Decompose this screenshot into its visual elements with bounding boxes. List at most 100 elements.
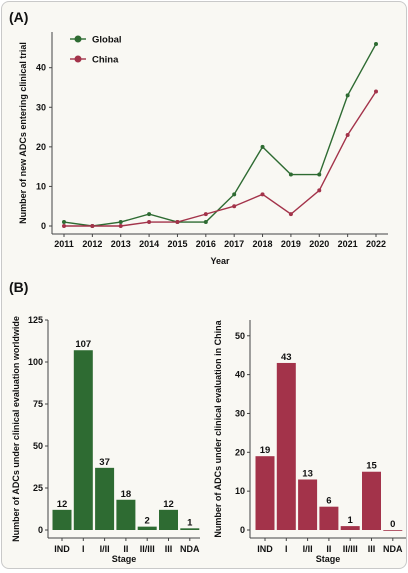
- data-point-china: [232, 204, 237, 209]
- x-tick-label: 2022: [366, 239, 386, 249]
- series-line-china: [64, 91, 377, 227]
- bar-value-label: 15: [366, 461, 377, 472]
- x-tick-label: 2019: [281, 239, 301, 249]
- bar-chart-china: 0 10 20 30 40 50 19 IND 43 I 13 I/II 6 II 1 II/III 15 III…: [213, 319, 406, 564]
- bar-value-label: 107: [75, 339, 91, 350]
- legend-marker-global: [74, 35, 82, 43]
- y-axis-title: Number of ADCs under clinical evaluation…: [213, 319, 223, 537]
- x-tick-label: 2018: [253, 239, 273, 249]
- bar-nda: [383, 530, 403, 531]
- x-tick-label: 2020: [309, 239, 329, 249]
- bar-value-label: 2: [145, 516, 150, 527]
- bar-value-label: 12: [57, 499, 68, 510]
- x-tick-label: NDA: [383, 544, 403, 554]
- legend-label-china: China: [92, 55, 119, 66]
- data-point-china: [147, 220, 152, 225]
- data-point-global: [232, 192, 237, 197]
- bar-i: [73, 350, 93, 530]
- x-axis-title: Stage: [112, 554, 137, 564]
- data-point-global: [374, 41, 378, 46]
- bar-value-label: 19: [260, 445, 271, 456]
- bar-value-label: 6: [326, 496, 331, 507]
- legend-marker-china: [74, 55, 82, 63]
- bar-ii-iii: [137, 526, 157, 530]
- bar-value-label: 1: [348, 515, 354, 526]
- y-tick-label: 30: [235, 408, 245, 418]
- y-tick-label: 25: [33, 483, 43, 493]
- x-tick-label: NDA: [180, 544, 200, 554]
- data-point-china: [345, 132, 350, 137]
- panel-a-label: (A): [9, 9, 28, 25]
- x-tick-label: I: [82, 544, 85, 554]
- data-point-china: [317, 188, 322, 193]
- line-chart-new-adcs: 0 10 20 30 40 2011 2012 2013 2014 2015 2016 2017 201…: [18, 32, 388, 266]
- x-tick-label: 2016: [196, 239, 216, 249]
- y-tick-label: 0: [38, 525, 43, 535]
- bar-chart-worldwide: 0 25 50 75 100 125 12 IND 107 I 37 I/II 18 II 2 II/III 1…: [11, 315, 200, 564]
- bar-i-ii: [298, 479, 318, 530]
- bar-i-ii: [95, 467, 115, 530]
- bar-nda: [180, 528, 200, 530]
- y-tick-label: 100: [28, 357, 43, 367]
- bar-iii: [362, 471, 381, 530]
- bar-ii: [116, 499, 136, 530]
- legend-label-global: Global: [92, 35, 122, 46]
- bar-value-label: 43: [281, 352, 292, 363]
- bar-i: [276, 362, 296, 530]
- bar-value-label: 12: [163, 499, 174, 510]
- bar-value-label: 18: [121, 489, 132, 500]
- x-tick-label: III: [368, 544, 376, 554]
- y-tick-label: 10: [235, 486, 245, 496]
- data-point-china: [288, 212, 293, 217]
- x-tick-label: II/III: [343, 544, 358, 554]
- data-point-china: [175, 220, 180, 225]
- y-axis-title: Number of ADCs under clinical evaluation…: [11, 316, 21, 542]
- data-point-global: [203, 220, 208, 225]
- x-tick-label: 2013: [111, 239, 131, 249]
- x-tick-label: 2014: [139, 239, 159, 249]
- data-point-global: [317, 172, 322, 177]
- data-point-china: [203, 212, 208, 217]
- x-tick-label: 2011: [54, 239, 74, 249]
- y-tick-label: 75: [33, 399, 43, 409]
- data-point-global: [62, 220, 66, 225]
- y-tick-label: 50: [235, 331, 245, 341]
- bar-value-label: 13: [302, 469, 313, 480]
- x-axis-title: Year: [210, 256, 230, 266]
- y-tick-label: 30: [36, 102, 46, 112]
- x-tick-label: I/II: [100, 544, 110, 554]
- data-point-china: [90, 224, 95, 228]
- x-tick-label: II/III: [140, 544, 155, 554]
- bar-ind: [52, 509, 72, 530]
- bar-value-label: 0: [390, 519, 395, 530]
- data-point-global: [345, 93, 350, 98]
- x-tick-label: II: [123, 544, 128, 554]
- panel-b-label: (B): [9, 279, 28, 295]
- bar-iii: [159, 509, 178, 530]
- bar-value-label: 1: [187, 517, 193, 528]
- x-tick-label: III: [165, 544, 173, 554]
- bar-ii: [319, 506, 339, 530]
- y-tick-label: 10: [36, 181, 46, 191]
- x-tick-label: 2012: [82, 239, 102, 249]
- y-tick-label: 40: [36, 63, 46, 73]
- data-point-global: [147, 212, 152, 217]
- data-point-china: [260, 192, 265, 197]
- x-tick-label: 2017: [224, 239, 244, 249]
- x-tick-label: I/II: [303, 544, 313, 554]
- x-tick-label: 2015: [167, 239, 187, 249]
- data-point-china: [118, 224, 123, 228]
- y-axis-title: Number of new ADCs entering clinical tri…: [18, 42, 28, 224]
- x-tick-label: IND: [257, 544, 273, 554]
- x-tick-label: IND: [54, 544, 70, 554]
- y-tick-label: 20: [36, 142, 46, 152]
- y-tick-label: 50: [33, 441, 43, 451]
- bar-ind: [255, 456, 275, 530]
- data-point-global: [118, 220, 123, 225]
- data-point-global: [288, 172, 293, 177]
- y-tick-label: 125: [28, 315, 43, 325]
- x-tick-label: II: [326, 544, 331, 554]
- bar-ii-iii: [340, 526, 360, 530]
